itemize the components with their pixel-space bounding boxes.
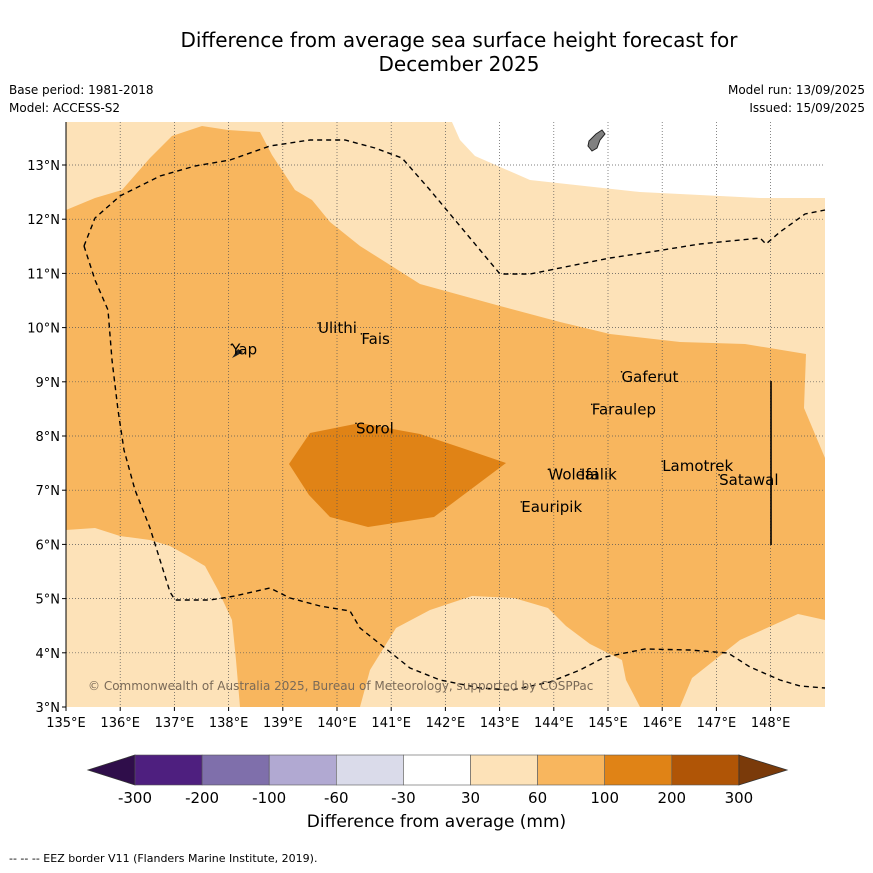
- meta-left: Base period: 1981-2018 Model: ACCESS-S2: [9, 81, 154, 117]
- lon-tick-label: 140°E: [317, 716, 357, 731]
- island-dot: [360, 333, 363, 335]
- colorbar-segment: [201, 754, 270, 786]
- island-dot: [590, 403, 593, 406]
- colorbar-segment: [604, 754, 673, 786]
- issued-date: Issued: 15/09/2025: [749, 101, 865, 115]
- title-line-1: Difference from average sea surface heig…: [180, 28, 738, 52]
- lon-tick-label: 136°E: [100, 716, 140, 731]
- title-line-2: December 2025: [378, 52, 540, 76]
- lon-tick-label: 143°E: [480, 716, 520, 731]
- island-dot: [718, 473, 720, 476]
- colorbar-tick-label: -300: [118, 789, 152, 807]
- model-name: Model: ACCESS-S2: [9, 101, 121, 115]
- place-label: Faraulep: [592, 400, 656, 418]
- colorbar-segment: [537, 754, 605, 786]
- colorbar-tick-label: -100: [252, 789, 286, 807]
- lat-tick-label: 9°N: [36, 376, 61, 391]
- place-label: Gaferut: [622, 368, 679, 386]
- lon-tick-label: 145°E: [588, 716, 628, 731]
- lat-tick-label: 3°N: [36, 701, 61, 716]
- copyright-credit: © Commonwealth of Australia 2025, Bureau…: [88, 679, 593, 693]
- model-run: Model run: 13/09/2025: [727, 83, 865, 97]
- lat-tick-label: 6°N: [36, 538, 61, 553]
- island-dot: [230, 343, 233, 346]
- colorbar-segment: [134, 754, 203, 786]
- lat-tick-label: 7°N: [36, 484, 61, 499]
- map-title: Difference from average sea surface heig…: [0, 28, 873, 76]
- eez-border: [83, 139, 826, 275]
- lon-tick-label: 147°E: [697, 716, 737, 731]
- colorbar-segment: [671, 754, 740, 786]
- island-dot: [355, 422, 357, 425]
- contour-below-30: [452, 122, 825, 198]
- colorbar-label: Difference from average (mm): [306, 812, 567, 832]
- island-dot: [520, 501, 523, 503]
- colorbar-segment: [268, 754, 337, 786]
- island-dot: [620, 371, 623, 373]
- colorbar-extend-high: [738, 754, 789, 786]
- lon-tick-label: 144°E: [534, 716, 574, 731]
- yap-island: [232, 349, 243, 358]
- island-dot: [580, 468, 582, 471]
- place-label: Woleai: [548, 465, 598, 483]
- place-label: Satawal: [719, 471, 778, 489]
- island-dot: [661, 460, 663, 463]
- island-dot: [547, 468, 550, 471]
- base-period: Base period: 1981-2018: [9, 83, 154, 97]
- lat-tick-label: 13°N: [27, 159, 60, 174]
- axis-ticks: 135°E 136°E 137°E 138°E 139°E 140°E 141°E 142°E…: [27, 159, 790, 731]
- colorbar-segment: [335, 754, 404, 786]
- colorbar-tick-label: 60: [528, 789, 547, 807]
- place-label: Yap: [230, 341, 257, 359]
- place-label: Ifalik: [581, 465, 617, 483]
- contour-100-200: [289, 423, 506, 527]
- colorbar: -300 -200 -100 -60 -30 30 60 100 200 300: [86, 754, 789, 807]
- colorbar-tick-label: -30: [391, 789, 416, 807]
- lon-tick-label: 138°E: [209, 716, 249, 731]
- island-dot: [317, 322, 319, 324]
- colorbar-tick-label: 30: [461, 789, 480, 807]
- colorbar-tick-label: 300: [725, 789, 754, 807]
- colorbar-segment: [470, 754, 538, 786]
- colorbar-segment: [403, 754, 471, 786]
- colorbar-tick-label: 200: [657, 789, 686, 807]
- lon-tick-label: 142°E: [426, 716, 466, 731]
- lon-tick-label: 139°E: [263, 716, 303, 731]
- colorbar-tick-label: -60: [324, 789, 349, 807]
- meta-right: Model run: 13/09/2025 Issued: 15/09/2025: [728, 81, 865, 117]
- graticule: [66, 122, 825, 707]
- lon-tick-label: 146°E: [642, 716, 682, 731]
- lon-tick-label: 148°E: [751, 716, 791, 731]
- eez-footnote: -- -- -- EEZ border V11 (Flanders Marine…: [9, 852, 318, 865]
- lat-tick-label: 4°N: [36, 647, 61, 662]
- lon-tick-label: 137°E: [155, 716, 195, 731]
- place-label: Ulithi: [318, 319, 357, 337]
- place-label: Eauripik: [521, 498, 582, 516]
- place-label: Sorol: [356, 419, 394, 437]
- lat-tick-label: 11°N: [27, 267, 60, 282]
- colorbar-tick-label: -200: [185, 789, 219, 807]
- colorbar-extend-low: [86, 754, 136, 786]
- lat-tick-label: 12°N: [27, 213, 60, 228]
- colorbar-tick-label: 100: [590, 789, 619, 807]
- lat-tick-label: 5°N: [36, 593, 61, 608]
- lon-tick-label: 141°E: [371, 716, 411, 731]
- guam-island: [587, 129, 606, 152]
- lon-tick-label: 135°E: [46, 716, 86, 731]
- place-label: Fais: [361, 330, 390, 348]
- place-label: Lamotrek: [662, 457, 733, 475]
- lat-tick-label: 10°N: [27, 322, 60, 337]
- lat-tick-label: 8°N: [36, 430, 61, 445]
